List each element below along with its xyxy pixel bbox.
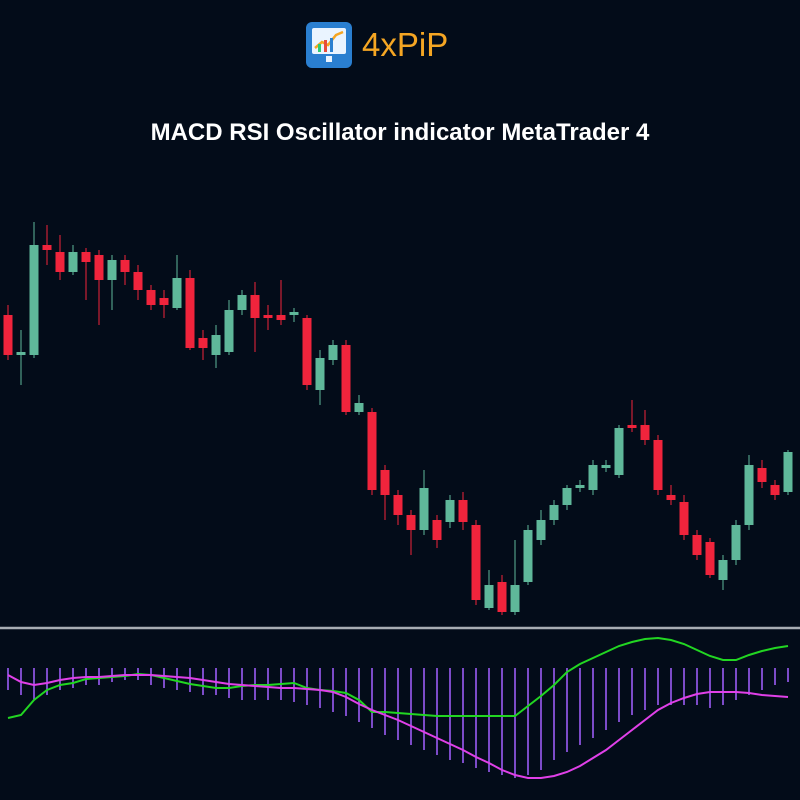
candle-body bbox=[653, 440, 663, 490]
candle-body bbox=[731, 525, 741, 560]
candle-body bbox=[68, 252, 78, 272]
candle-body bbox=[172, 278, 182, 308]
candle-body bbox=[367, 412, 377, 490]
candle-body bbox=[458, 500, 468, 522]
candle-body bbox=[328, 345, 338, 360]
candle-body bbox=[224, 310, 234, 352]
candle-body bbox=[16, 352, 26, 355]
candle-body bbox=[783, 452, 793, 492]
candle-body bbox=[627, 425, 637, 428]
candle-body bbox=[523, 530, 533, 582]
candle-body bbox=[198, 338, 208, 348]
candle-body bbox=[237, 295, 247, 310]
candle-body bbox=[562, 488, 572, 505]
candle-body bbox=[107, 260, 117, 280]
candle-body bbox=[575, 485, 585, 488]
candle-body bbox=[705, 542, 715, 575]
candle-body bbox=[3, 315, 13, 355]
indicator-line bbox=[7, 674, 789, 779]
candle-body bbox=[692, 535, 702, 555]
candle-body bbox=[185, 278, 195, 348]
candle-body bbox=[757, 468, 767, 482]
candle-body bbox=[29, 245, 39, 355]
candle-body bbox=[510, 585, 520, 612]
title: MACD RSI Oscillator indicator MetaTrader… bbox=[151, 119, 650, 146]
candle-body bbox=[718, 560, 728, 580]
logo-icon bbox=[306, 22, 352, 68]
candle-body bbox=[588, 465, 598, 490]
candle-body bbox=[94, 255, 104, 280]
candle-body bbox=[250, 295, 260, 318]
candle-body bbox=[601, 465, 611, 468]
candle-body bbox=[419, 488, 429, 530]
candle-body bbox=[497, 582, 507, 612]
candle-body bbox=[614, 428, 624, 475]
candle-body bbox=[289, 312, 299, 315]
candle-body bbox=[406, 515, 416, 530]
candle-body bbox=[549, 505, 559, 520]
candle-body bbox=[302, 318, 312, 385]
candle-body bbox=[679, 502, 689, 535]
candle-body bbox=[445, 500, 455, 522]
candle-body bbox=[744, 465, 754, 525]
candle-body bbox=[159, 298, 169, 305]
candle-body bbox=[315, 358, 325, 390]
candle-body bbox=[133, 272, 143, 290]
candle-body bbox=[471, 525, 481, 600]
candle-body bbox=[55, 252, 65, 272]
candle-body bbox=[666, 495, 676, 500]
candle-body bbox=[484, 585, 494, 608]
candle-body bbox=[432, 520, 442, 540]
candle-body bbox=[341, 345, 351, 412]
candle-body bbox=[770, 485, 780, 495]
logo-text: 4xPiP bbox=[362, 26, 448, 63]
candle-body bbox=[536, 520, 546, 540]
candle-body bbox=[81, 252, 91, 262]
candle-body bbox=[393, 495, 403, 515]
candle-body bbox=[354, 403, 364, 412]
candle-body bbox=[263, 315, 273, 318]
candle-body bbox=[380, 470, 390, 495]
candle-body bbox=[640, 425, 650, 440]
candle-body bbox=[276, 315, 286, 320]
candle-body bbox=[42, 245, 52, 250]
candle-body bbox=[146, 290, 156, 305]
candle-body bbox=[211, 335, 221, 355]
candle-body bbox=[120, 260, 130, 272]
